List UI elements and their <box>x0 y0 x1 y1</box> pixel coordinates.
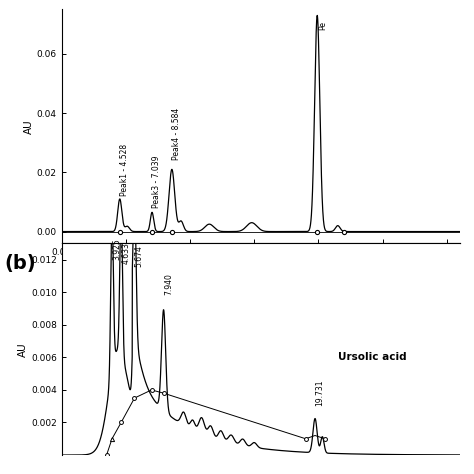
Text: (b): (b) <box>5 254 36 273</box>
Y-axis label: AU: AU <box>24 119 34 134</box>
Y-axis label: AU: AU <box>18 342 28 356</box>
Text: 4.633: 4.633 <box>121 242 130 264</box>
X-axis label: Minutes: Minutes <box>239 263 283 273</box>
Text: 3.925: 3.925 <box>112 239 121 261</box>
Text: Peak3 - 7.039: Peak3 - 7.039 <box>153 155 162 208</box>
Text: Pe: Pe <box>318 21 327 30</box>
Text: Ursolic acid: Ursolic acid <box>338 352 406 362</box>
Text: 7.940: 7.940 <box>164 273 173 295</box>
Text: 19.731: 19.731 <box>315 380 324 406</box>
Text: Peak1 - 4.528: Peak1 - 4.528 <box>120 144 129 196</box>
Text: Peak4 - 8.584: Peak4 - 8.584 <box>173 108 182 161</box>
Text: 5.674: 5.674 <box>135 245 144 267</box>
